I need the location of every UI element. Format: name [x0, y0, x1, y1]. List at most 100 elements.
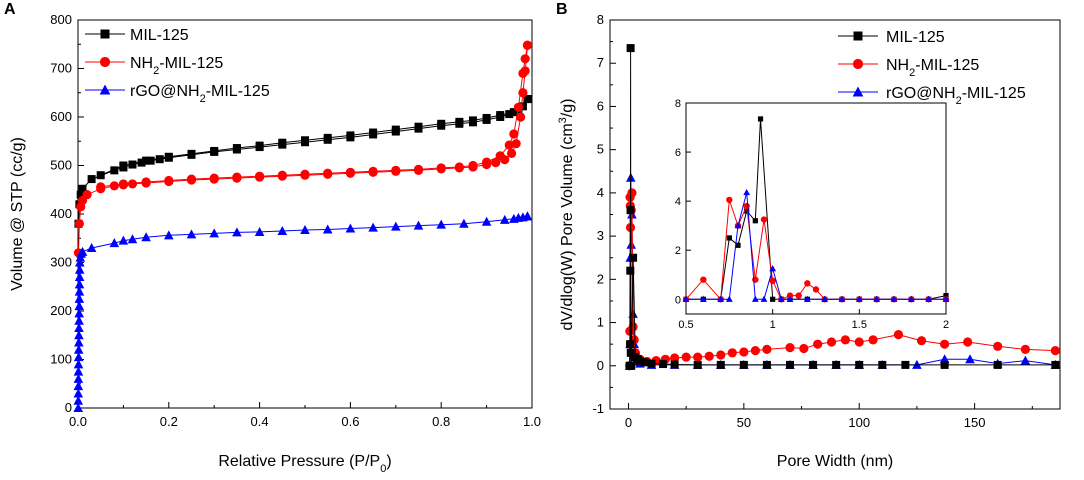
inset-data-point: [804, 280, 811, 287]
data-point: [73, 403, 84, 412]
inset-data-point: [803, 295, 811, 302]
legend-marker-nh2: [99, 56, 111, 68]
inset-data-point: [873, 295, 881, 302]
data-point: [74, 322, 84, 332]
data-point: [300, 225, 310, 235]
inset-data-point: [855, 295, 863, 302]
data-point: [277, 170, 287, 180]
data-point: [77, 246, 88, 256]
data-point: [762, 344, 772, 354]
data-point: [901, 360, 910, 369]
legend-label-mil125: MIL-125: [130, 27, 189, 44]
data-point: [506, 148, 517, 158]
inset-data-point: [907, 295, 915, 302]
data-point: [681, 352, 691, 362]
data-point: [670, 353, 680, 363]
data-point: [74, 293, 85, 303]
data-point: [74, 315, 84, 325]
inset-data-point: [812, 286, 820, 293]
inset-data-point: [743, 188, 751, 196]
series-nh2: [73, 40, 533, 258]
series-rgo: [73, 211, 533, 412]
inset-data-point: [943, 292, 949, 299]
inset-frame: [685, 102, 947, 315]
data-point: [785, 343, 795, 353]
data-point: [155, 155, 164, 164]
inset-data-point: [757, 116, 764, 122]
inset-y-tick-label: 6: [675, 147, 681, 159]
data-point: [82, 190, 92, 200]
data-point: [301, 136, 309, 145]
desorption-line: [100, 98, 528, 176]
data-point: [509, 129, 519, 139]
data-point: [254, 226, 265, 236]
data-point: [518, 68, 528, 78]
data-point: [636, 357, 644, 366]
data-point: [509, 108, 518, 117]
inset-data-point: [699, 295, 707, 302]
data-point: [118, 179, 128, 189]
legend-label-mil125: MIL-125: [886, 29, 945, 46]
plot-frame: [77, 19, 533, 409]
inset-x-tick-label: 1.5: [852, 319, 867, 331]
data-point: [74, 301, 85, 311]
data-point: [799, 343, 809, 354]
data-point: [840, 335, 850, 345]
data-point: [127, 179, 138, 189]
data-point: [482, 113, 491, 122]
x-tick-label: 0.6: [341, 414, 359, 429]
data-point: [391, 165, 401, 175]
data-point: [128, 160, 137, 169]
data-point: [74, 330, 84, 340]
panel-a-chart: 0.0 0.2 0.4 0.6 0.8 1.0 0 100 200 300 400 500 600 700…: [9, 12, 541, 475]
inset-data-point: [726, 196, 733, 204]
y-tick-label: 1: [597, 315, 604, 330]
y-tick-label: 400: [50, 206, 72, 221]
data-point: [826, 337, 837, 347]
inset-data-point: [770, 296, 776, 302]
inset-data-point: [735, 242, 741, 248]
inset-data-point: [821, 295, 829, 302]
data-point: [813, 339, 823, 349]
data-point: [626, 266, 635, 275]
y-tick-label: 800: [50, 12, 72, 27]
data-point: [164, 152, 173, 161]
data-point: [504, 140, 514, 150]
y-tick-label: 100: [50, 352, 72, 367]
data-point: [468, 160, 478, 171]
legend-marker-mil125: [100, 29, 110, 39]
data-point: [750, 346, 760, 356]
data-point: [868, 335, 878, 345]
x-tick-label: 0.2: [160, 414, 178, 429]
data-point: [626, 206, 635, 215]
data-point: [76, 190, 85, 199]
inset-data-point: [760, 295, 768, 302]
data-point: [499, 214, 510, 224]
legend-marker-rgo: [852, 86, 864, 97]
series-line: [629, 48, 1056, 366]
inset-series-rgo: [682, 188, 950, 302]
data-point: [300, 169, 310, 179]
data-point: [762, 360, 771, 369]
data-point: [186, 229, 197, 239]
data-point: [513, 102, 523, 112]
y-tick-label: 7: [597, 55, 604, 70]
inset-x-tick-label: 2: [943, 319, 949, 331]
y-tick-label: 5: [597, 142, 604, 157]
data-point: [74, 264, 85, 274]
legend: MIL-125 NH2-MIL-125 rGO@NH2-MIL-125: [85, 27, 270, 105]
data-point: [523, 95, 532, 104]
y-tick-label: 3: [597, 228, 604, 243]
data-point: [509, 213, 519, 223]
data-point: [73, 366, 84, 376]
data-point: [96, 182, 106, 192]
legend-marker-nh2: [852, 58, 864, 70]
y-tick-label: 700: [50, 61, 72, 76]
data-point: [1051, 360, 1060, 369]
y-tick-label: 0: [597, 358, 604, 373]
data-point: [277, 225, 288, 235]
data-point: [518, 102, 527, 111]
legend-marker-mil125: [853, 31, 863, 41]
data-point: [73, 381, 84, 391]
data-point: [436, 163, 446, 173]
